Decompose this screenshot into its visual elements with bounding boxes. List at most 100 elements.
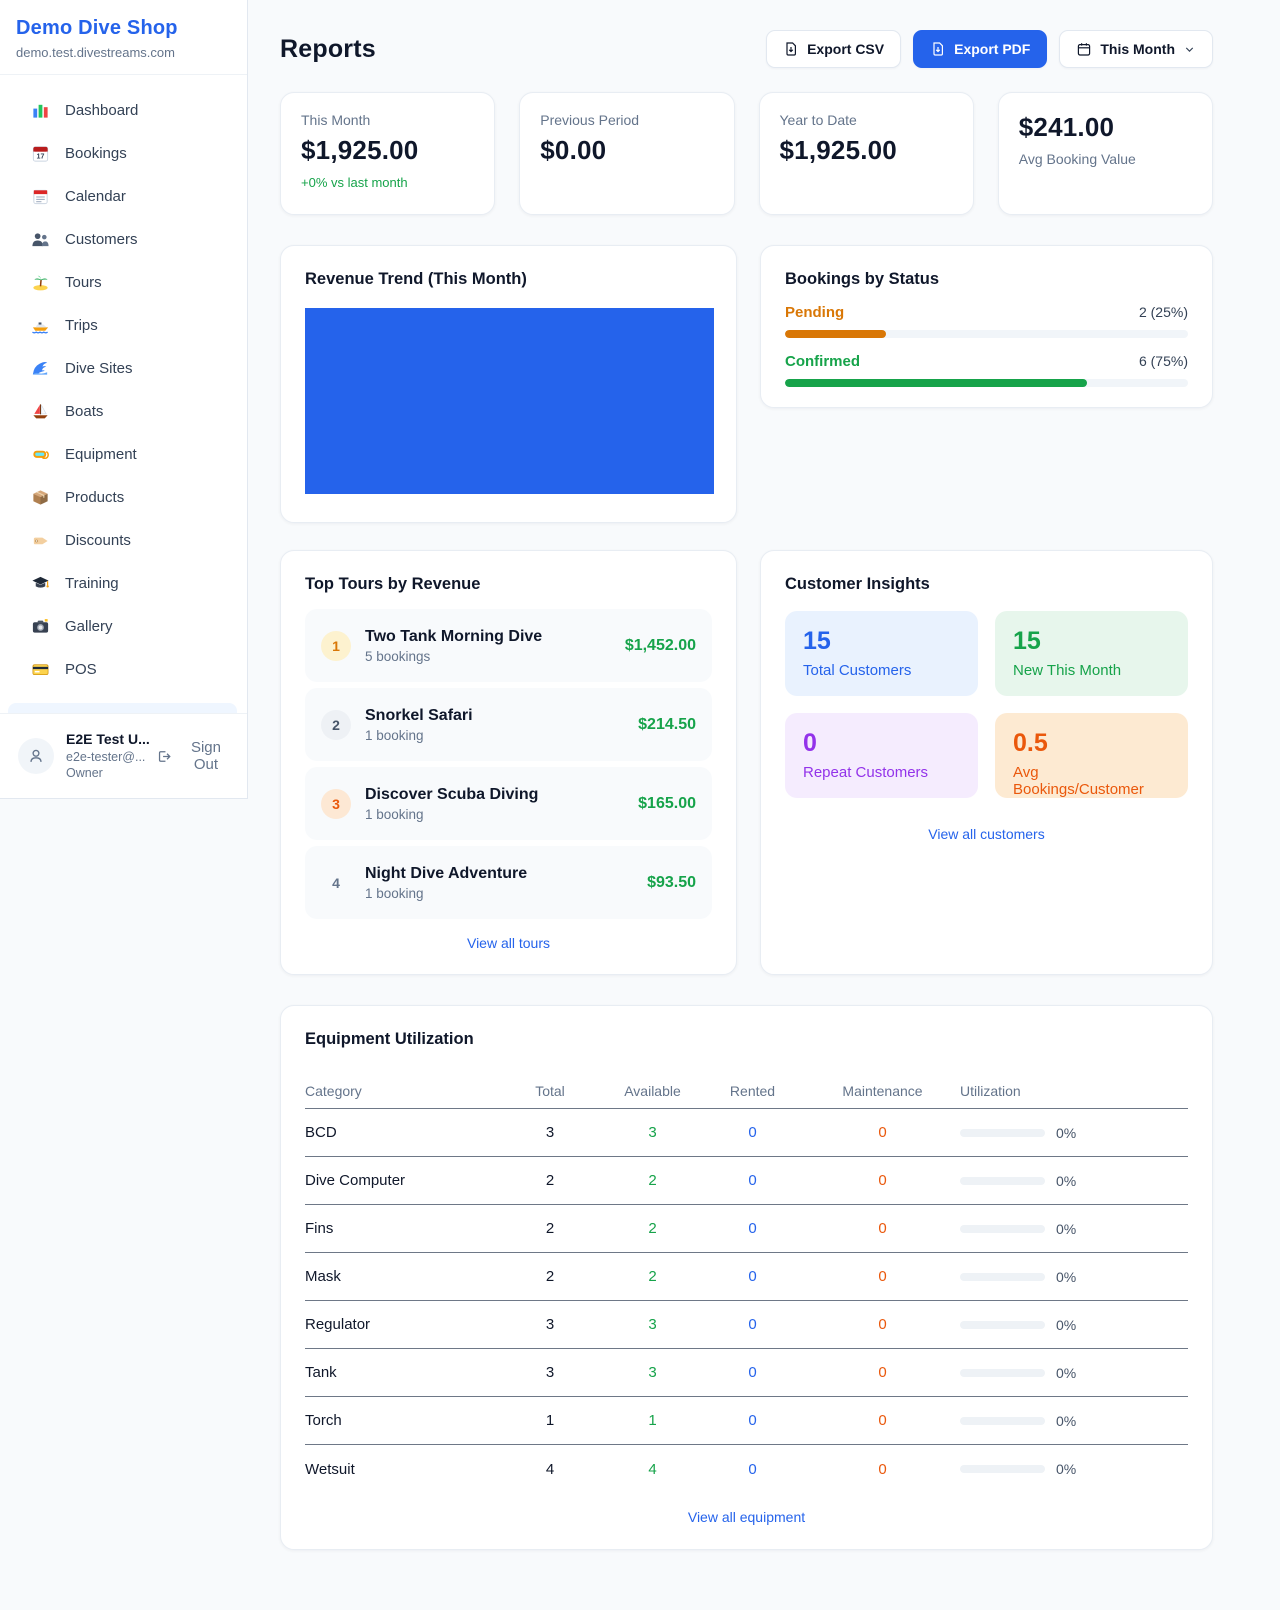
view-all-customers-link[interactable]: View all customers bbox=[928, 826, 1045, 842]
cell-total: 3 bbox=[545, 1124, 555, 1141]
sidebar-item-label: Gallery bbox=[65, 618, 113, 635]
status-label: Confirmed bbox=[785, 353, 860, 370]
sidebar-item-label: Training bbox=[65, 575, 119, 592]
sidebar-item-pos[interactable]: POS bbox=[8, 648, 239, 691]
sidebar-item-label: Discounts bbox=[65, 532, 131, 549]
list-item: 3 Discover Scuba Diving 1 booking $165.00 bbox=[305, 767, 712, 840]
tour-name: Snorkel Safari bbox=[365, 706, 473, 724]
products-icon bbox=[30, 488, 50, 508]
export-csv-button[interactable]: Export CSV bbox=[766, 30, 902, 68]
sidebar-item-training[interactable]: Training bbox=[8, 562, 239, 605]
sidebar-item-label: Tours bbox=[65, 274, 102, 291]
sidebar-item-label: Bookings bbox=[65, 145, 127, 162]
tour-name: Night Dive Adventure bbox=[365, 864, 528, 882]
table-row: Tank 3 3 0 0 0% bbox=[305, 1349, 1188, 1397]
cell-category: Torch bbox=[305, 1412, 342, 1429]
tour-revenue: $165.00 bbox=[638, 794, 696, 812]
cell-utilization: 0% bbox=[960, 1269, 1188, 1285]
sidebar-item-dashboard[interactable]: Dashboard bbox=[8, 89, 239, 132]
tour-bookings: 1 booking bbox=[365, 806, 424, 822]
equipment-icon bbox=[30, 445, 50, 465]
tour-revenue: $93.50 bbox=[647, 873, 696, 891]
sidebar-item-discounts[interactable]: Discounts bbox=[8, 519, 239, 562]
utilization-percent: 0% bbox=[1056, 1268, 1077, 1285]
export-pdf-button[interactable]: Export PDF bbox=[913, 30, 1048, 68]
stat-card-avg-booking-value: $241.00 Avg Booking Value bbox=[997, 92, 1213, 215]
equipment-utilization-title: Equipment Utilization bbox=[305, 1030, 474, 1048]
sidebar-item-calendar[interactable]: Calendar bbox=[8, 175, 239, 218]
sidebar-item-customers[interactable]: Customers bbox=[8, 218, 239, 261]
stat-label: Year to Date bbox=[779, 112, 857, 128]
stat-value: $0.00 bbox=[540, 135, 607, 165]
tile-value: 0.5 bbox=[1013, 729, 1048, 757]
bookings-by-status-card: Bookings by Status Pending 2 (25%) Confi… bbox=[760, 245, 1213, 408]
status-group-pending: Pending 2 (25%) bbox=[785, 304, 1188, 338]
sidebar-item-equipment[interactable]: Equipment bbox=[8, 433, 239, 476]
utilization-percent: 0% bbox=[1056, 1412, 1077, 1429]
tile-label: New This Month bbox=[1013, 662, 1122, 679]
cell-rented: 0 bbox=[748, 1412, 757, 1429]
avatar bbox=[18, 738, 54, 774]
cell-rented: 0 bbox=[748, 1364, 757, 1381]
charts-row: Revenue Trend (This Month) Bookings by S… bbox=[280, 245, 1213, 523]
top-tours-title: Top Tours by Revenue bbox=[305, 575, 481, 593]
stat-card-year-to-date: Year to Date $1,925.00 bbox=[758, 92, 974, 215]
sidebar-item-tours[interactable]: Tours bbox=[8, 261, 239, 304]
gallery-icon bbox=[30, 617, 50, 637]
stat-value: $241.00 bbox=[1018, 112, 1115, 142]
view-all-equipment-link[interactable]: View all equipment bbox=[687, 1509, 806, 1525]
brand: Demo Dive Shop demo.test.divestreams.com bbox=[0, 0, 247, 75]
table-row: Mask 2 2 0 0 0% bbox=[305, 1253, 1188, 1301]
cell-available: 3 bbox=[648, 1124, 657, 1141]
sign-out-button[interactable]: Sign Out bbox=[156, 739, 233, 773]
period-dropdown[interactable]: This Month bbox=[1059, 30, 1213, 68]
view-all-tours-link[interactable]: View all tours bbox=[466, 935, 550, 951]
insight-tile-total-customers: 15 Total Customers bbox=[785, 611, 978, 696]
bookings-by-status-title: Bookings by Status bbox=[785, 270, 940, 288]
sidebar-item-gallery[interactable]: Gallery bbox=[8, 605, 239, 648]
utilization-percent: 0% bbox=[1056, 1364, 1077, 1381]
tile-label: Repeat Customers bbox=[803, 764, 929, 781]
stat-value: $1,925.00 bbox=[301, 135, 419, 165]
column-header: Available bbox=[624, 1082, 681, 1099]
sidebar: Demo Dive Shop demo.test.divestreams.com… bbox=[0, 0, 248, 799]
cell-available: 3 bbox=[648, 1364, 657, 1381]
chevron-down-icon bbox=[1185, 46, 1194, 52]
user-name: E2E Test U... bbox=[66, 730, 150, 747]
cell-utilization: 0% bbox=[960, 1365, 1188, 1381]
tile-value: 0 bbox=[803, 729, 817, 757]
sidebar-item-products[interactable]: Products bbox=[8, 476, 239, 519]
cell-available: 2 bbox=[648, 1172, 657, 1189]
cell-total: 1 bbox=[545, 1412, 555, 1429]
sidebar-item-boats[interactable]: Boats bbox=[8, 390, 239, 433]
cell-maintenance: 0 bbox=[878, 1316, 887, 1333]
table-row: Wetsuit 4 4 0 0 0% bbox=[305, 1445, 1188, 1493]
sidebar-item-dive-sites[interactable]: Dive Sites bbox=[8, 347, 239, 390]
cell-maintenance: 0 bbox=[878, 1412, 887, 1429]
user-role: Owner bbox=[66, 766, 103, 781]
calendar-outline-icon bbox=[1078, 43, 1091, 56]
cell-available: 4 bbox=[648, 1460, 657, 1478]
cell-category: Mask bbox=[305, 1268, 341, 1285]
bookings-icon: 17 bbox=[30, 144, 50, 164]
progress-fill bbox=[785, 379, 1088, 387]
rank-badge: 4 bbox=[332, 874, 340, 891]
rank-badge: 3 bbox=[321, 788, 351, 819]
sidebar-item-bookings[interactable]: 17 Bookings bbox=[8, 132, 239, 175]
sidebar-item-active-partial[interactable] bbox=[8, 703, 237, 714]
sidebar-item-trips[interactable]: Trips bbox=[8, 304, 239, 347]
pos-icon bbox=[30, 660, 50, 680]
stat-label: Previous Period bbox=[540, 112, 640, 128]
revenue-trend-card: Revenue Trend (This Month) bbox=[280, 245, 737, 523]
insight-grid: 15 Total Customers 15 New This Month 0 R… bbox=[785, 611, 1188, 798]
cell-rented: 0 bbox=[748, 1460, 757, 1478]
cell-rented: 0 bbox=[748, 1316, 757, 1333]
cell-utilization: 0% bbox=[960, 1221, 1188, 1237]
table-row: BCD 3 3 0 0 0% bbox=[305, 1109, 1188, 1157]
user-email: e2e-tester@... bbox=[66, 749, 146, 764]
column-header: Maintenance bbox=[842, 1082, 923, 1099]
sidebar-nav: Dashboard 17 Bookings Calendar Customers… bbox=[0, 75, 247, 691]
calendar-icon bbox=[30, 187, 50, 207]
cell-category: BCD bbox=[305, 1124, 337, 1141]
cell-total: 2 bbox=[545, 1268, 555, 1285]
